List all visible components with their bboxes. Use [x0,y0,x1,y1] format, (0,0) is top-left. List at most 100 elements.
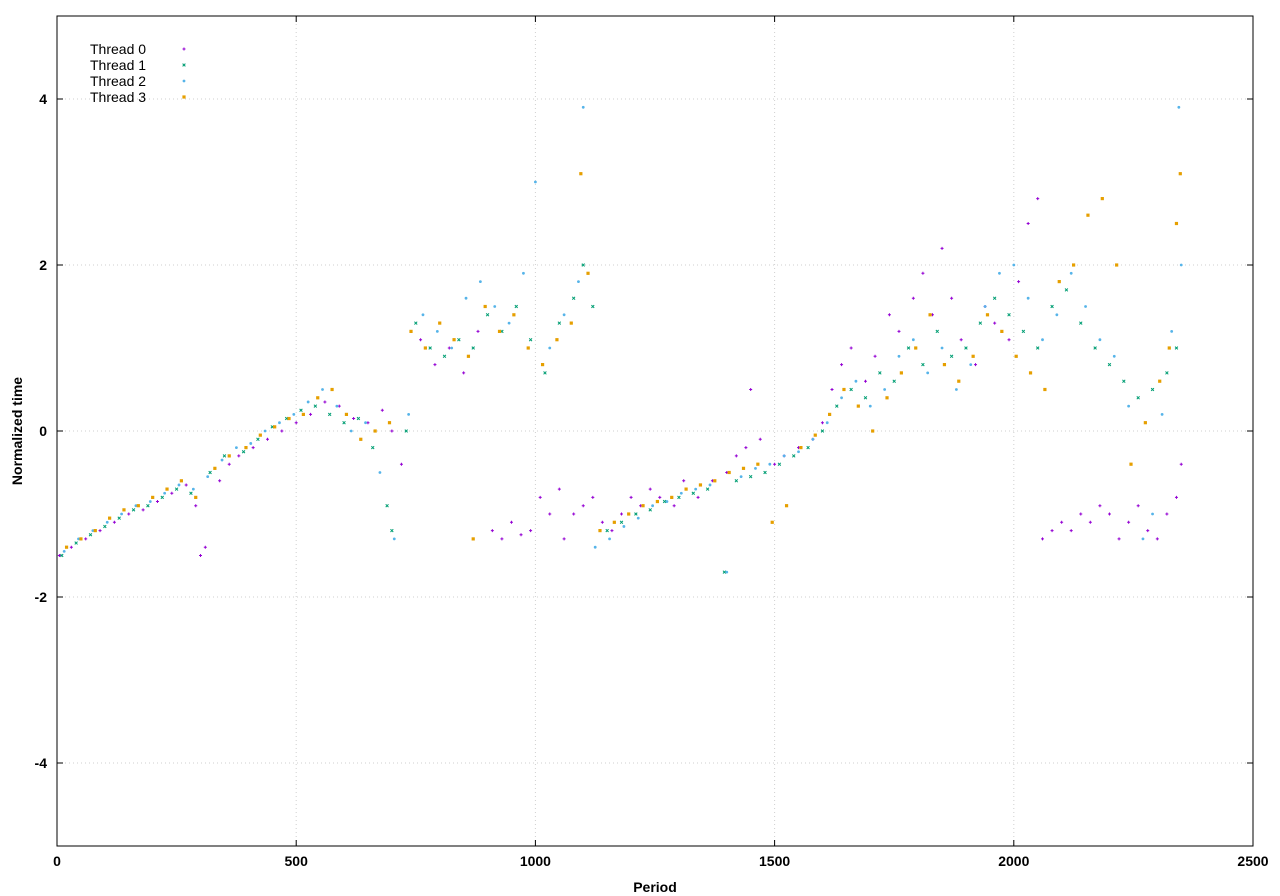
data-point [359,437,363,441]
data-point [433,363,437,367]
data-point [871,429,875,433]
data-point [571,296,576,300]
data-point [1165,371,1169,375]
data-point [120,512,123,516]
data-point [1174,346,1179,350]
data-point [555,338,559,342]
data-point [569,321,573,325]
data-point [519,533,523,537]
legend-marker [182,79,186,83]
data-point [273,425,277,429]
data-point [849,346,853,350]
data-point [784,504,789,508]
data-point [1129,462,1133,466]
data-point [868,404,872,408]
data-point [926,371,930,375]
data-point [108,516,112,520]
data-point [959,338,963,342]
data-point [1055,313,1059,317]
data-point [1158,379,1162,383]
legend-label: Thread 1 [90,57,146,73]
data-point [763,470,767,475]
data-point [84,537,88,541]
data-point [1107,362,1112,367]
data-point [241,449,246,454]
data-point [399,462,403,466]
data-point [522,271,525,275]
data-point [677,495,681,500]
data-point [438,321,442,325]
data-point [414,321,418,325]
data-point [387,421,392,425]
data-point [773,462,777,466]
data-point [954,388,958,391]
data-point [543,371,547,375]
data-point [93,529,97,533]
data-point [526,346,530,350]
data-point [828,412,832,416]
data-point [294,421,298,425]
data-point [749,388,753,391]
data-point [370,445,375,450]
data-point [199,554,203,557]
data-point [380,408,384,412]
data-point [62,549,66,553]
data-point [854,379,858,383]
data-point [122,508,126,512]
data-point [557,487,561,491]
data-point [316,396,320,400]
data-point [127,512,131,516]
data-point [770,520,774,524]
data-point [155,500,159,504]
data-point [237,454,241,458]
data-point [591,304,595,309]
data-point [619,520,624,525]
data-point [327,412,332,417]
data-point [799,446,803,450]
data-point [1136,504,1140,508]
data-point [1160,413,1164,416]
data-point [911,338,915,342]
data-point [170,491,174,495]
data-point [538,495,542,499]
data-point [658,495,662,499]
data-point [842,387,846,392]
data-point [1072,263,1076,267]
data-point [428,346,432,350]
data-point [1112,354,1116,358]
data-point [292,413,296,416]
legend-label: Thread 0 [90,41,146,57]
legend-label: Thread 2 [90,73,146,89]
data-point [1107,512,1111,516]
data-point [421,313,425,317]
series-thread-3 [64,172,1182,549]
grid-lines [56,16,1254,846]
data-point [1028,371,1033,375]
data-point [321,388,324,391]
data-point [1098,504,1102,508]
data-point [777,462,782,466]
data-point [256,437,260,442]
data-point [1012,263,1016,267]
data-point [1007,313,1011,317]
data-point [464,296,468,300]
data-point [914,346,918,350]
data-point [1178,172,1182,176]
data-point [1150,387,1155,392]
data-point [921,271,925,275]
data-point [627,512,631,516]
data-point [754,466,757,470]
data-point [194,504,198,508]
data-point [1141,537,1145,541]
data-point [258,433,262,437]
data-point [301,412,305,416]
data-point [450,346,454,350]
data-point [335,404,339,408]
data-point [1057,280,1061,284]
data-point [665,500,669,503]
data-point [856,404,860,408]
data-point [993,321,997,325]
data-point [179,479,183,483]
